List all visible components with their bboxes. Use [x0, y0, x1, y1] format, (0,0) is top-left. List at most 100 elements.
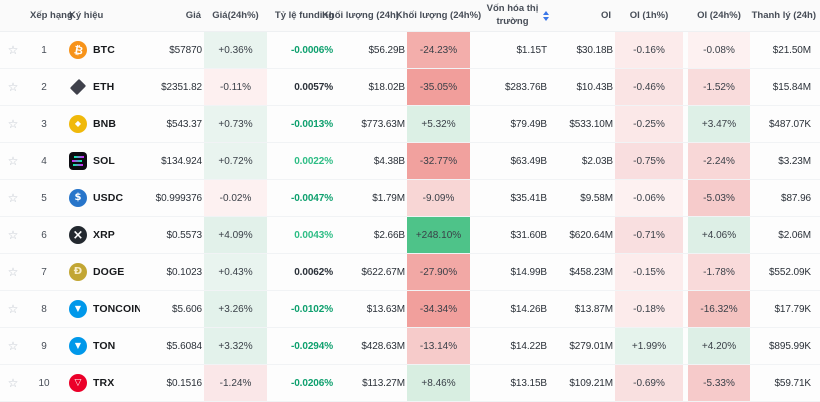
- symbol-label: DOGE: [93, 266, 125, 278]
- volume-24h-pct-value: -9.09%: [407, 180, 470, 216]
- volume-24h-value: $773.63M: [361, 118, 405, 130]
- favorite-star-icon[interactable]: ☆: [7, 302, 19, 316]
- symbol-cell[interactable]: ▼ TONCOIN: [62, 291, 140, 327]
- sort-icon[interactable]: [542, 10, 549, 21]
- liquidation-24h-value: $87.96: [781, 192, 811, 204]
- favorite-star-icon[interactable]: ☆: [7, 228, 19, 242]
- table-row[interactable]: ☆ 7 Ð DOGE $0.1023 +0.43% 0.0062% $622.6…: [0, 254, 820, 291]
- col-header-oi-24h-pct[interactable]: OI (24h%): [697, 10, 741, 21]
- favorite-star-icon[interactable]: ☆: [7, 191, 19, 205]
- oi-value: $458.23M: [569, 266, 613, 278]
- symbol-label: BNB: [93, 118, 117, 130]
- liquidation-24h-value: $17.79K: [774, 303, 811, 315]
- symbol-cell[interactable]: ◆ BNB: [62, 106, 140, 142]
- symbol-cell[interactable]: Ð DOGE: [62, 254, 140, 290]
- rank-value: 10: [38, 377, 50, 389]
- favorite-star-icon[interactable]: ☆: [7, 80, 19, 94]
- col-header-volume-24h-pct[interactable]: Khối lượng (24h%): [395, 10, 482, 21]
- symbol-label: XRP: [93, 229, 115, 241]
- funding-rate-value: -0.0294%: [290, 340, 333, 352]
- table-row[interactable]: ☆ 9 ▼ TON $5.6084 +3.32% -0.0294% $428.6…: [0, 328, 820, 365]
- favorite-star-icon[interactable]: ☆: [7, 43, 19, 57]
- price-value: $2351.82: [161, 81, 202, 93]
- funding-rate-value: -0.0102%: [290, 303, 333, 315]
- table-row[interactable]: ☆ 6 × XRP $0.5573 +4.09% 0.0043% $2.66B …: [0, 217, 820, 254]
- table-row[interactable]: ☆ 2 ETH $2351.82 -0.11% 0.0057% $18.02B …: [0, 69, 820, 106]
- table-row[interactable]: ☆ 4 SOL $134.924 +0.72% 0.0022% $4.38B -…: [0, 143, 820, 180]
- market-cap-value: $14.22B: [510, 340, 547, 352]
- oi-value: $10.43B: [576, 81, 613, 93]
- favorite-star-icon[interactable]: ☆: [7, 265, 19, 279]
- volume-24h-pct-value: -34.34%: [407, 291, 470, 327]
- sort-asc-icon: [542, 10, 549, 15]
- table-row[interactable]: ☆ 10 ▽ TRX $0.1516 -1.24% -0.0206% $113.…: [0, 365, 820, 402]
- bnb-coin-icon: ◆: [69, 115, 87, 133]
- market-cap-value: $14.26B: [510, 303, 547, 315]
- symbol-cell[interactable]: × XRP: [62, 217, 140, 253]
- price-value: $0.1516: [166, 377, 203, 389]
- volume-24h-pct-value: +8.46%: [407, 365, 470, 401]
- market-cap-label: Vốn hóa thị trường: [486, 3, 539, 27]
- volume-24h-pct-value: -35.05%: [407, 69, 470, 105]
- price-value: $543.37: [166, 118, 203, 130]
- trx-coin-icon: ▽: [69, 374, 87, 392]
- oi-value: $279.01M: [569, 340, 613, 352]
- col-header-oi-1h-pct[interactable]: OI (1h%): [629, 10, 669, 21]
- oi-1h-pct-value: -0.15%: [615, 254, 683, 290]
- funding-rate-value: -0.0047%: [290, 192, 333, 204]
- oi-1h-pct-value: -0.69%: [615, 365, 683, 401]
- oi-24h-pct-value: -5.03%: [688, 180, 750, 216]
- oi-1h-pct-value: -0.71%: [615, 217, 683, 253]
- symbol-label: ETH: [93, 81, 115, 93]
- price-value: $0.999376: [155, 192, 202, 204]
- btc-coin-icon: ₿: [69, 41, 87, 59]
- liquidation-24h-value: $487.07K: [768, 118, 811, 130]
- col-header-market-cap[interactable]: Vốn hóa thị trường: [470, 0, 550, 31]
- usdc-coin-icon: $: [69, 189, 87, 207]
- favorite-star-icon[interactable]: ☆: [7, 154, 19, 168]
- market-cap-value: $283.76B: [504, 81, 547, 93]
- symbol-cell[interactable]: SOL: [62, 143, 140, 179]
- table-row[interactable]: ☆ 8 ▼ TONCOIN $5.606 +3.26% -0.0102% $13…: [0, 291, 820, 328]
- sort-desc-icon: [542, 16, 549, 21]
- volume-24h-value: $18.02B: [368, 81, 405, 93]
- favorite-star-icon[interactable]: ☆: [7, 117, 19, 131]
- col-header-liquidation-24h[interactable]: Thanh lý (24h): [751, 10, 816, 21]
- oi-24h-pct-value: -1.78%: [688, 254, 750, 290]
- price-value: $134.924: [161, 155, 202, 167]
- funding-rate-value: 0.0057%: [294, 81, 333, 93]
- oi-24h-pct-value: -5.33%: [688, 365, 750, 401]
- market-cap-value: $79.49B: [510, 118, 547, 130]
- liquidation-24h-value: $15.84M: [772, 81, 811, 93]
- table-body: ☆ 1 ₿ BTC $57870 +0.36% -0.0006% $56.29B…: [0, 32, 820, 402]
- sol-coin-icon: [69, 152, 87, 170]
- col-header-price[interactable]: Giá: [185, 10, 201, 21]
- funding-rate-value: 0.0022%: [294, 155, 333, 167]
- symbol-cell[interactable]: ₿ BTC: [62, 32, 140, 68]
- symbol-cell[interactable]: $ USDC: [62, 180, 140, 216]
- liquidation-24h-value: $3.23M: [778, 155, 811, 167]
- oi-24h-pct-value: +4.20%: [688, 328, 750, 364]
- favorite-star-icon[interactable]: ☆: [7, 339, 19, 353]
- symbol-cell[interactable]: ETH: [62, 69, 140, 105]
- col-header-funding-rate[interactable]: Tỷ lệ funding: [274, 10, 334, 21]
- table-row[interactable]: ☆ 5 $ USDC $0.999376 -0.02% -0.0047% $1.…: [0, 180, 820, 217]
- oi-1h-pct-value: -0.46%: [615, 69, 683, 105]
- col-header-oi[interactable]: OI: [600, 10, 611, 21]
- col-header-volume-24h[interactable]: Khối lượng (24h): [322, 10, 399, 21]
- symbol-cell[interactable]: ▽ TRX: [62, 365, 140, 401]
- table-row[interactable]: ☆ 3 ◆ BNB $543.37 +0.73% -0.0013% $773.6…: [0, 106, 820, 143]
- symbol-cell[interactable]: ▼ TON: [62, 328, 140, 364]
- rank-value: 1: [41, 44, 47, 56]
- col-header-price-24h-pct[interactable]: Giá(24h%): [212, 10, 259, 21]
- table-row[interactable]: ☆ 1 ₿ BTC $57870 +0.36% -0.0006% $56.29B…: [0, 32, 820, 69]
- price-value: $5.606: [172, 303, 202, 315]
- market-cap-value: $35.41B: [510, 192, 547, 204]
- favorite-star-icon[interactable]: ☆: [7, 376, 19, 390]
- liquidation-24h-value: $895.99K: [768, 340, 811, 352]
- col-header-rank[interactable]: Xếp hạng: [30, 10, 73, 21]
- oi-24h-pct-value: +3.47%: [688, 106, 750, 142]
- col-header-symbol[interactable]: Ký hiệu: [69, 10, 104, 21]
- oi-1h-pct-value: -0.25%: [615, 106, 683, 142]
- price-24h-pct-value: +0.36%: [204, 32, 267, 68]
